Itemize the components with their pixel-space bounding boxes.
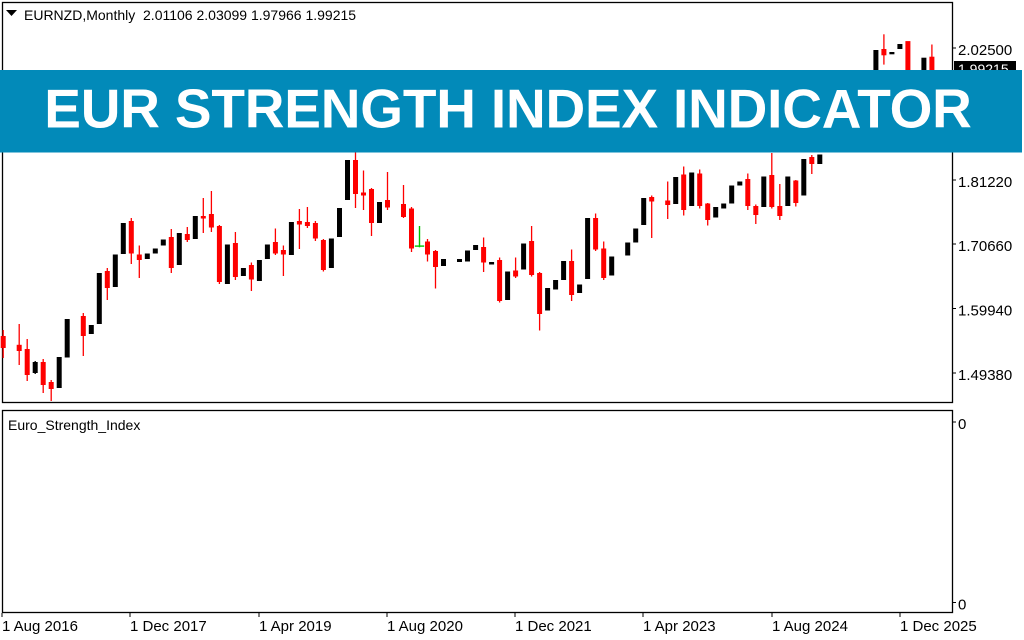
- svg-text:0: 0: [958, 597, 966, 614]
- svg-text:1.81220: 1.81220: [958, 174, 1012, 191]
- svg-text:2.02500: 2.02500: [958, 42, 1012, 59]
- svg-text:1 Dec 2017: 1 Dec 2017: [130, 618, 207, 635]
- svg-text:1 Aug 2016: 1 Aug 2016: [2, 618, 78, 635]
- svg-text:EURNZD,Monthly 2.01106 2.0309: EURNZD,Monthly 2.01106 2.03099 1.97966 1…: [24, 7, 356, 23]
- svg-text:1 Dec 2025: 1 Dec 2025: [900, 618, 977, 635]
- svg-text:1.49380: 1.49380: [958, 367, 1012, 384]
- svg-text:1.59940: 1.59940: [958, 303, 1012, 320]
- svg-text:1 Dec 2021: 1 Dec 2021: [515, 618, 592, 635]
- svg-text:1 Apr 2023: 1 Apr 2023: [643, 618, 716, 635]
- svg-text:1.70660: 1.70660: [958, 238, 1012, 255]
- svg-text:1 Aug 2024: 1 Aug 2024: [772, 618, 848, 635]
- svg-text:Euro_Strength_Index: Euro_Strength_Index: [8, 417, 140, 433]
- svg-text:EUR STRENGTH INDEX INDICATOR: EUR STRENGTH INDEX INDICATOR: [44, 78, 971, 140]
- svg-text:1 Aug 2020: 1 Aug 2020: [387, 618, 463, 635]
- svg-text:0: 0: [958, 416, 966, 433]
- svg-text:1 Apr 2019: 1 Apr 2019: [259, 618, 332, 635]
